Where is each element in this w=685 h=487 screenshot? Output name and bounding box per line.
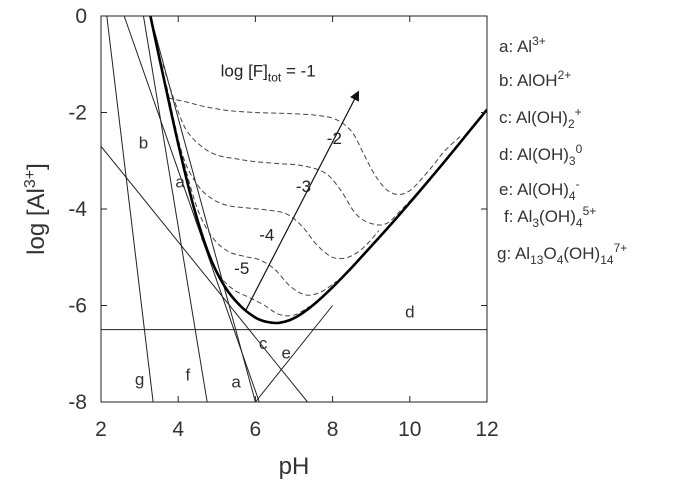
species-label-a: a	[231, 373, 241, 392]
fluoride-curves	[162, 64, 461, 317]
y-axis-title-sup: 3+	[22, 170, 39, 188]
fluoride-label-text: -4	[259, 225, 274, 244]
legend-entry: d: Al(OH)30	[499, 142, 583, 168]
legend-entry: f: Al3(OH)45+	[504, 204, 596, 230]
species-label-f: f	[185, 365, 190, 384]
fluoride-label-text: -5	[234, 259, 249, 278]
y-tick-label: -4	[68, 198, 87, 221]
species-label-g: g	[135, 370, 144, 389]
species-label-c: c	[259, 334, 268, 353]
y-tick-label: -8	[68, 391, 87, 414]
species-line-e	[255, 305, 333, 402]
species-line-f	[142, 16, 208, 402]
fluoride-curve--1	[168, 97, 461, 196]
fluoride-curve--2	[162, 64, 426, 226]
legend-entry: b: AlOH2+	[499, 68, 571, 90]
legend-part: (OH)	[563, 244, 600, 263]
x-tick-label: 8	[327, 418, 339, 441]
fluoride-label-text: log [F]	[221, 61, 268, 80]
curve-labels: a a b c d e f g log [F]tot = -1 -2 -3 -4 -5	[135, 61, 415, 391]
legend-part: AlOH	[517, 71, 558, 90]
legend-part: +	[575, 105, 582, 119]
x-tick-label: 12	[475, 418, 498, 441]
legend-part: 7+	[614, 241, 628, 255]
fluoride-label: log [F]tot = -1	[221, 61, 316, 84]
legend-part: Al(OH)	[517, 180, 569, 199]
fluoride-curve--3	[166, 85, 380, 260]
legend-key: b:	[499, 71, 517, 90]
y-tick-label: 0	[75, 5, 87, 28]
legend-part: 4	[576, 216, 583, 230]
fluoride-label: -4	[259, 225, 274, 244]
y-axis-title-base: log [Al	[23, 188, 50, 255]
legend-part: 2	[568, 117, 575, 131]
fluoride-label: -3	[296, 177, 311, 196]
legend-part: 3+	[532, 34, 546, 48]
legend-part: Al(OH)	[516, 108, 568, 127]
fluoride-arrow	[245, 90, 360, 311]
legend-entry: g: Al13O4(OH)147+	[497, 241, 627, 267]
legend-part: 3	[569, 154, 576, 168]
x-tick-label: 6	[250, 418, 262, 441]
species-line-g	[106, 16, 154, 402]
legend-part: Al(OH)	[517, 145, 569, 164]
legend-part: 3	[532, 216, 539, 230]
species-label-e: e	[282, 344, 291, 363]
legend-key: d:	[499, 145, 517, 164]
legend-key: g:	[497, 244, 515, 263]
fluoride-curve--4	[181, 155, 337, 296]
legend-part: Al	[517, 37, 532, 56]
fluoride-label-text: -3	[296, 177, 311, 196]
fluoride-label: -5	[234, 259, 249, 278]
fluoride-label-sub: tot	[268, 70, 282, 84]
y-axis-title: log [Al3+]	[22, 163, 50, 255]
species-label-a: a	[175, 172, 185, 191]
x-tick-label: 2	[95, 418, 107, 441]
fluoride-label: -2	[327, 129, 342, 148]
species-line-c	[101, 145, 308, 402]
y-axis-title-end: ]	[23, 163, 50, 170]
fluoride-curve--5	[200, 237, 310, 317]
arrow-layer	[245, 90, 360, 311]
legend-entry: a: Al3+	[499, 34, 546, 56]
legend-part: 0	[576, 142, 583, 156]
x-tick-label: 10	[398, 418, 421, 441]
legend-part: 13	[530, 253, 544, 267]
axis-ticks: 2 4 6 8 10 12 0 -2 -4 -6 -8	[68, 5, 498, 441]
legend-key: a:	[499, 37, 517, 56]
fluoride-label-text: -2	[327, 129, 342, 148]
species-line-b	[123, 16, 260, 402]
species-label-d: d	[405, 303, 414, 322]
x-axis-title: pH	[279, 453, 310, 480]
legend-key: c:	[499, 108, 516, 127]
legend-key: f:	[504, 207, 517, 226]
x-tick-label: 4	[172, 418, 184, 441]
y-tick-label: -6	[68, 295, 87, 318]
total-solubility-curve-group	[149, 16, 487, 325]
legend-key: e:	[499, 180, 517, 199]
legend-part: O	[543, 244, 556, 263]
species-label-b: b	[139, 134, 148, 153]
legend-part: 5+	[583, 204, 597, 218]
legend-part: 4	[557, 253, 564, 267]
fluoride-label-end: = -1	[281, 61, 316, 80]
species-lines	[101, 16, 487, 402]
legend-part: Al	[517, 207, 532, 226]
total-solubility-curve	[149, 16, 487, 325]
legend: a: Al3+b: AlOH2+c: Al(OH)2+d: Al(OH)30e:…	[497, 34, 627, 267]
y-tick-label: -2	[68, 102, 87, 125]
legend-part: -	[576, 177, 580, 191]
legend-part: 4	[569, 189, 576, 203]
legend-entry: e: Al(OH)4-	[499, 177, 580, 203]
legend-part: 2+	[558, 68, 572, 82]
legend-part: 14	[600, 253, 614, 267]
legend-part: Al	[515, 244, 530, 263]
legend-entry: c: Al(OH)2+	[499, 105, 582, 131]
legend-part: (OH)	[539, 207, 576, 226]
